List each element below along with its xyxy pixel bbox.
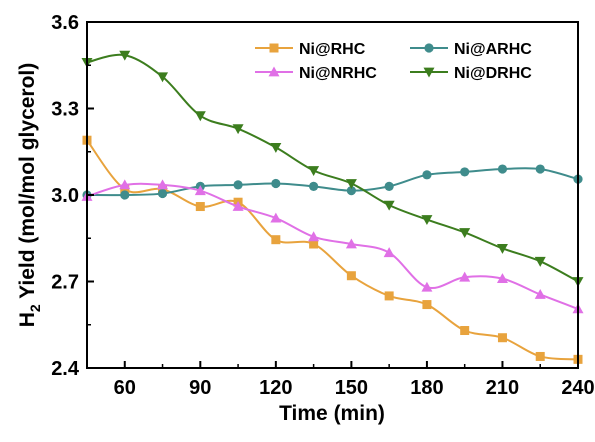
- legend-item-ni-drhc: Ni@DRHC: [410, 65, 532, 82]
- data-point-ni-arhc: [346, 186, 356, 196]
- x-tick-label: 240: [561, 377, 594, 399]
- axis-ticks: 60 90 120 150 180 210 240 2.4 2.7 3.0 3.3 3.6: [51, 12, 595, 399]
- y-axis-title: H2 Yield (mol/mol glycerol): [16, 63, 43, 328]
- data-point-ni-arhc: [233, 180, 243, 190]
- data-point-ni-drhc: [270, 143, 282, 153]
- data-point-ni-drhc: [345, 179, 357, 189]
- x-axis-title: Time (min): [279, 402, 385, 425]
- data-point-ni-rhc: [535, 351, 545, 361]
- y-tick-label: 2.7: [51, 272, 79, 294]
- data-point-ni-nrhc: [308, 231, 320, 242]
- series-ni-nrhc: [81, 179, 584, 314]
- data-point-ni-nrhc: [383, 247, 395, 258]
- data-point-ni-arhc: [460, 167, 470, 177]
- data-point-ni-drhc: [383, 200, 395, 211]
- data-point-ni-arhc: [271, 178, 281, 189]
- legend-item-ni-nrhc: Ni@NRHC: [255, 65, 377, 82]
- data-point-ni-arhc: [384, 181, 394, 191]
- data-point-ni-arhc: [422, 170, 432, 180]
- data-point-ni-nrhc: [232, 201, 244, 211]
- data-point-ni-rhc: [346, 271, 356, 281]
- legend-label: Ni@DRHC: [454, 65, 532, 82]
- data-point-ni-drhc: [232, 124, 244, 135]
- series-ni-arhc: [82, 164, 583, 200]
- series-ni-drhc: [81, 50, 584, 287]
- data-point-ni-nrhc: [459, 271, 471, 282]
- legend-item-ni-rhc: Ni@RHC: [255, 41, 366, 58]
- data-point-ni-arhc: [497, 164, 508, 174]
- data-point-ni-arhc: [535, 164, 545, 174]
- data-point-ni-arhc: [309, 181, 319, 191]
- data-point-ni-rhc: [309, 239, 319, 249]
- legend-swatch-marker: [269, 43, 279, 53]
- data-point-ni-arhc: [157, 188, 168, 199]
- data-point-ni-nrhc: [345, 238, 357, 249]
- legend-swatch-marker: [424, 43, 434, 53]
- x-tick-label: 90: [189, 377, 211, 399]
- data-point-ni-rhc: [460, 326, 470, 336]
- data-point-ni-drhc: [157, 72, 169, 83]
- x-tick-label: 120: [259, 377, 292, 399]
- legend-label: Ni@NRHC: [299, 65, 377, 82]
- legend-item-ni-arhc: Ni@ARHC: [410, 41, 532, 58]
- data-point-ni-rhc: [497, 333, 507, 343]
- y-tick-label: 3.0: [51, 185, 79, 207]
- data-point-ni-nrhc: [270, 212, 282, 223]
- data-point-ni-drhc: [119, 50, 131, 61]
- legend-swatch-marker: [423, 67, 435, 78]
- x-tick-label: 150: [335, 377, 368, 399]
- legend-label: Ni@ARHC: [454, 41, 532, 58]
- y-tick-label: 3.3: [51, 99, 79, 121]
- data-point-ni-nrhc: [534, 288, 546, 299]
- data-point-ni-rhc: [195, 202, 205, 212]
- y-tick-label: 3.6: [51, 12, 79, 34]
- y-axis-title-main: H: [16, 312, 39, 327]
- legend: Ni@RHC Ni@ARHC Ni@NRHC Ni@DRHC: [255, 41, 532, 82]
- data-point-ni-nrhc: [119, 179, 131, 190]
- data-point-ni-nrhc: [157, 179, 169, 190]
- data-point-ni-drhc: [194, 111, 206, 122]
- legend-label: Ni@RHC: [299, 41, 366, 58]
- y-tick-label: 2.4: [51, 358, 80, 380]
- data-point-ni-drhc: [459, 228, 471, 238]
- x-tick-label: 210: [486, 377, 519, 399]
- data-point-ni-rhc: [271, 235, 281, 245]
- data-point-ni-rhc: [422, 300, 432, 310]
- legend-swatch-marker: [268, 66, 280, 77]
- data-point-ni-drhc: [496, 243, 508, 254]
- series-layer: [81, 50, 584, 364]
- data-point-ni-rhc: [384, 291, 394, 301]
- data-point-ni-drhc: [534, 256, 546, 267]
- data-point-ni-arhc: [120, 190, 130, 200]
- data-point-ni-drhc: [421, 215, 433, 226]
- data-point-ni-nrhc: [421, 281, 433, 292]
- y-axis-title-rest: Yield (mol/mol glycerol): [16, 63, 39, 305]
- data-point-ni-drhc: [308, 166, 320, 176]
- x-tick-label: 180: [410, 377, 443, 399]
- data-point-ni-nrhc: [496, 273, 508, 284]
- x-tick-label: 60: [114, 377, 136, 399]
- data-point-ni-nrhc: [194, 185, 206, 196]
- y-axis-title-subscript: 2: [27, 304, 43, 312]
